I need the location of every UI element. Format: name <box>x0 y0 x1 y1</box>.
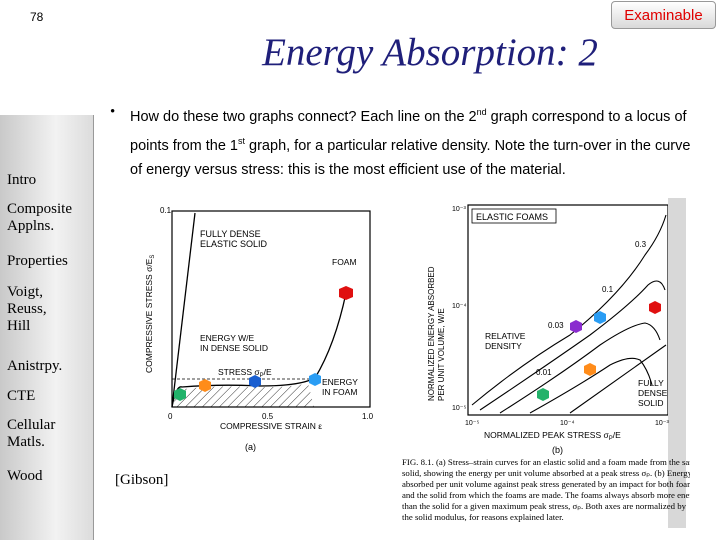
sidebar-item-composite-applns[interactable]: Composite Applns. <box>7 201 73 234</box>
graph-b-x-tick-1: 10⁻⁴ <box>560 420 575 427</box>
graph-b-label-full-3: SOLID <box>638 398 664 408</box>
graph-b-label-rel-1: RELATIVE <box>485 331 526 341</box>
graph-b-y-tick-2: 10⁻⁵ <box>452 405 466 412</box>
graph-b-point-orange <box>584 363 596 376</box>
graph-a-point-green <box>174 388 186 401</box>
sidebar-item-cte[interactable]: CTE <box>7 388 36 404</box>
sidebar-item-properties[interactable]: Properties <box>7 253 68 269</box>
graph-a-label-energy-1: ENERGY W/E <box>200 333 254 343</box>
sidebar-item-voigt-reuss-hill[interactable]: Voigt, Reuss, Hill <box>7 284 47 334</box>
graph-a-point-red <box>339 286 353 300</box>
graph-a-label-foam: FOAM <box>332 257 357 267</box>
graph-a-x-tick-0: 0 <box>168 412 173 421</box>
graph-a-x-label: COMPRESSIVE STRAIN ε <box>220 421 322 431</box>
graph-b-curve-label-1: 0.1 <box>602 285 614 294</box>
graph-a-point-orange <box>199 379 211 392</box>
graph-a-label-dense-1: FULLY DENSE <box>200 229 261 239</box>
graph-a-x-tick-1: 0.5 <box>262 412 274 421</box>
graph-b-point-green <box>537 388 549 401</box>
svg-text:absorbed per unit volume again: absorbed per unit volume against peak st… <box>402 479 690 489</box>
graph-b-label-full-2: DENSE <box>638 388 668 398</box>
svg-text:FIG. 8.1. (a) Stress–strain cu: FIG. 8.1. (a) Stress–strain curves for a… <box>402 457 690 467</box>
graph-b-caption-letter: (b) <box>552 445 563 455</box>
svg-text:solid, showing the energy per: solid, showing the energy per unit volum… <box>402 468 690 478</box>
svg-text:the solid modulus, for reasons: the solid modulus, for reasons explained… <box>402 512 564 522</box>
slide-title: Energy Absorption: 2 <box>262 31 598 74</box>
sidebar-item-wood[interactable]: Wood <box>7 468 43 484</box>
graph-b-label-rel-2: DENSITY <box>485 341 522 351</box>
graph-b-point-red <box>649 301 661 314</box>
graph-a-label-dense-2: ELASTIC SOLID <box>200 239 268 249</box>
graph-b-title: ELASTIC FOAMS <box>476 212 548 222</box>
sidebar-item-intro[interactable]: Intro <box>7 172 37 188</box>
graph-b-x-label: NORMALIZED PEAK STRESS σP/E <box>484 430 621 442</box>
bullet-icon: • <box>110 104 116 120</box>
graph-b-y-tick-0: 10⁻³ <box>452 206 466 213</box>
graph-a-label-stress: STRESS σP/E <box>218 367 272 379</box>
graph-a: 0.1 FULLY DENSE ELASTIC SOLID FOAM ENERG… <box>144 206 374 452</box>
sidebar-item-anistrpy[interactable]: Anistrpy. <box>7 358 63 374</box>
graph-a-point-blue <box>309 373 321 386</box>
graph-b-curve-label-2: 0.03 <box>548 321 564 330</box>
graph-a-label-in-foam-1: ENERGY <box>322 377 358 387</box>
graph-a-label-energy-2: IN DENSE SOLID <box>200 343 268 353</box>
bullet-text: How do these two graphs connect? Each li… <box>130 107 691 178</box>
graph-b-label-full-1: FULLY <box>638 378 664 388</box>
graph-a-caption-letter: (a) <box>245 442 256 452</box>
graph-b-y-label-1: NORMALIZED ENERGY ABSORBED <box>427 266 436 401</box>
graph-b-y-tick-1: 10⁻⁴ <box>452 303 467 310</box>
sidebar-item-cellular-matls[interactable]: Cellular Matls. <box>7 417 56 450</box>
figure-caption: FIG. 8.1. (a) Stress–strain curves for a… <box>402 457 690 522</box>
graph-a-point-purple <box>249 375 261 388</box>
graph-b: ELASTIC FOAMS 0.3 0.1 0.03 0.01 RELATIVE… <box>427 198 686 528</box>
graph-a-y-label: COMPRESSIVE STRESS σ/ES <box>144 255 156 373</box>
graph-a-y-top: 0.1 <box>160 206 172 215</box>
svg-text:than the solid for a given max: than the solid for a given maximum peak … <box>402 501 687 511</box>
graph-b-curve-label-3: 0.01 <box>536 368 552 377</box>
examinable-badge: Examinable <box>611 1 716 29</box>
graph-a-x-tick-2: 1.0 <box>362 412 374 421</box>
graph-b-point-blue <box>594 311 606 324</box>
figure: 0.1 FULLY DENSE ELASTIC SOLID FOAM ENERG… <box>144 198 690 528</box>
graph-b-x-tick-0: 10⁻⁵ <box>465 420 479 427</box>
sidebar: Intro Composite Applns. Properties Voigt… <box>0 115 94 540</box>
graph-b-curve-label-0: 0.3 <box>635 240 647 249</box>
graph-b-y-label-2: PER UNIT VOLUME, W/E <box>437 308 446 401</box>
citation: [Gibson] <box>115 472 169 488</box>
graph-b-point-purple <box>570 320 582 333</box>
slide-number: 78 <box>30 10 44 24</box>
svg-text:and the solid from which the f: and the solid from which the foams are m… <box>402 490 690 500</box>
graph-a-label-in-foam-2: IN FOAM <box>322 387 357 397</box>
graph-b-x-tick-2: 10⁻³ <box>655 420 669 427</box>
